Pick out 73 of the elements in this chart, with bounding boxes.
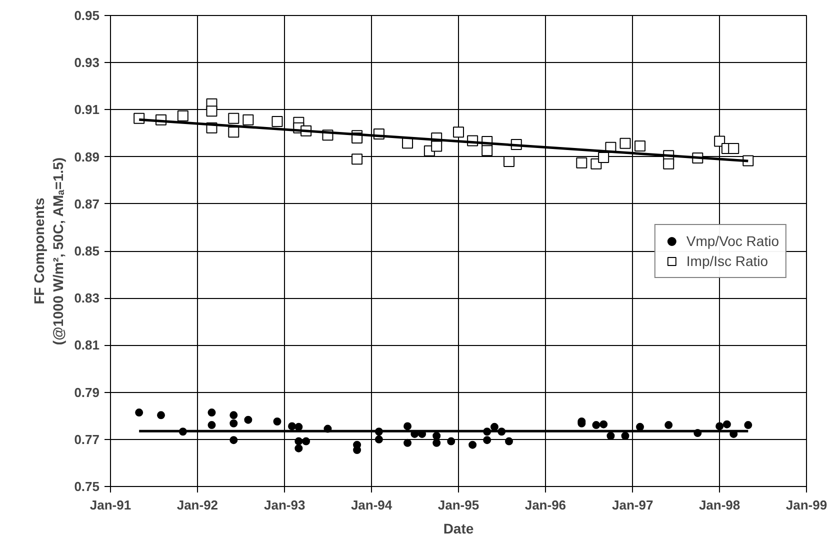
point — [447, 437, 456, 446]
point — [228, 126, 240, 138]
point — [302, 437, 310, 446]
y-tick-label: 0.81 — [74, 338, 100, 353]
point — [228, 112, 240, 124]
point — [230, 411, 238, 420]
point — [483, 436, 492, 444]
y-tick-label: 0.85 — [74, 244, 100, 258]
point — [294, 437, 303, 446]
x-tick-label: Jan-92 — [176, 498, 218, 512]
point — [432, 432, 441, 440]
point — [620, 138, 631, 149]
point — [592, 421, 600, 430]
point — [273, 418, 282, 426]
point — [272, 116, 283, 127]
point — [374, 435, 383, 444]
point — [468, 440, 477, 449]
y-tick-label: 0.87 — [74, 196, 100, 212]
y-tick-label: 0.93 — [74, 55, 100, 70]
point — [744, 421, 752, 430]
point — [722, 420, 731, 428]
point — [208, 421, 216, 430]
point — [288, 422, 296, 430]
x-tick-label: Jan-94 — [350, 498, 393, 512]
legend-label: Vmp/Voc Ratio — [686, 232, 779, 248]
y-tick-label: 0.89 — [74, 149, 100, 164]
point — [208, 408, 216, 417]
point — [242, 114, 254, 126]
point — [431, 140, 442, 152]
point — [294, 422, 303, 431]
point — [606, 432, 615, 440]
x-tick-label: Jan-93 — [264, 498, 306, 512]
x-tick-label: Jan-91 — [90, 498, 132, 512]
y-tick-label: 0.75 — [74, 479, 100, 494]
point — [353, 446, 362, 454]
point — [598, 152, 610, 164]
y-tick-label: 0.83 — [74, 290, 100, 306]
y-tick-label: 0.79 — [74, 384, 100, 400]
point — [230, 419, 238, 428]
point — [294, 444, 303, 452]
x-tick-label: Jan-97 — [612, 498, 654, 512]
x-axis-title: Date — [443, 520, 474, 536]
point — [206, 106, 218, 117]
point — [230, 436, 238, 444]
y-tick-label: 0.91 — [74, 102, 100, 118]
x-tick-label: Jan-96 — [524, 498, 566, 512]
point — [177, 110, 188, 122]
y-axis-title: FF Components (@1000 W/m², 50C, AMₐ=1.5) — [31, 157, 66, 346]
point — [404, 438, 412, 447]
legend-label: Imp/Isc Ratio — [686, 252, 768, 268]
point — [728, 143, 740, 154]
point — [636, 422, 644, 431]
x-tick-label: Jan-95 — [438, 498, 480, 512]
x-tick-label: Jan-99 — [786, 498, 828, 512]
point — [482, 145, 493, 156]
point — [663, 158, 674, 170]
point — [244, 416, 252, 424]
point — [504, 437, 513, 446]
point — [352, 154, 363, 165]
point — [135, 408, 144, 417]
point — [156, 411, 165, 420]
point — [576, 157, 588, 168]
point — [490, 422, 498, 431]
y-tick-label: 0.95 — [74, 8, 100, 23]
point — [634, 140, 646, 152]
point — [453, 126, 464, 138]
point — [664, 421, 673, 430]
point — [600, 420, 608, 428]
point — [716, 422, 724, 430]
point — [404, 422, 412, 430]
point — [621, 432, 630, 440]
x-tick-label: Jan-98 — [698, 498, 740, 512]
y-tick-label: 0.77 — [74, 432, 100, 447]
